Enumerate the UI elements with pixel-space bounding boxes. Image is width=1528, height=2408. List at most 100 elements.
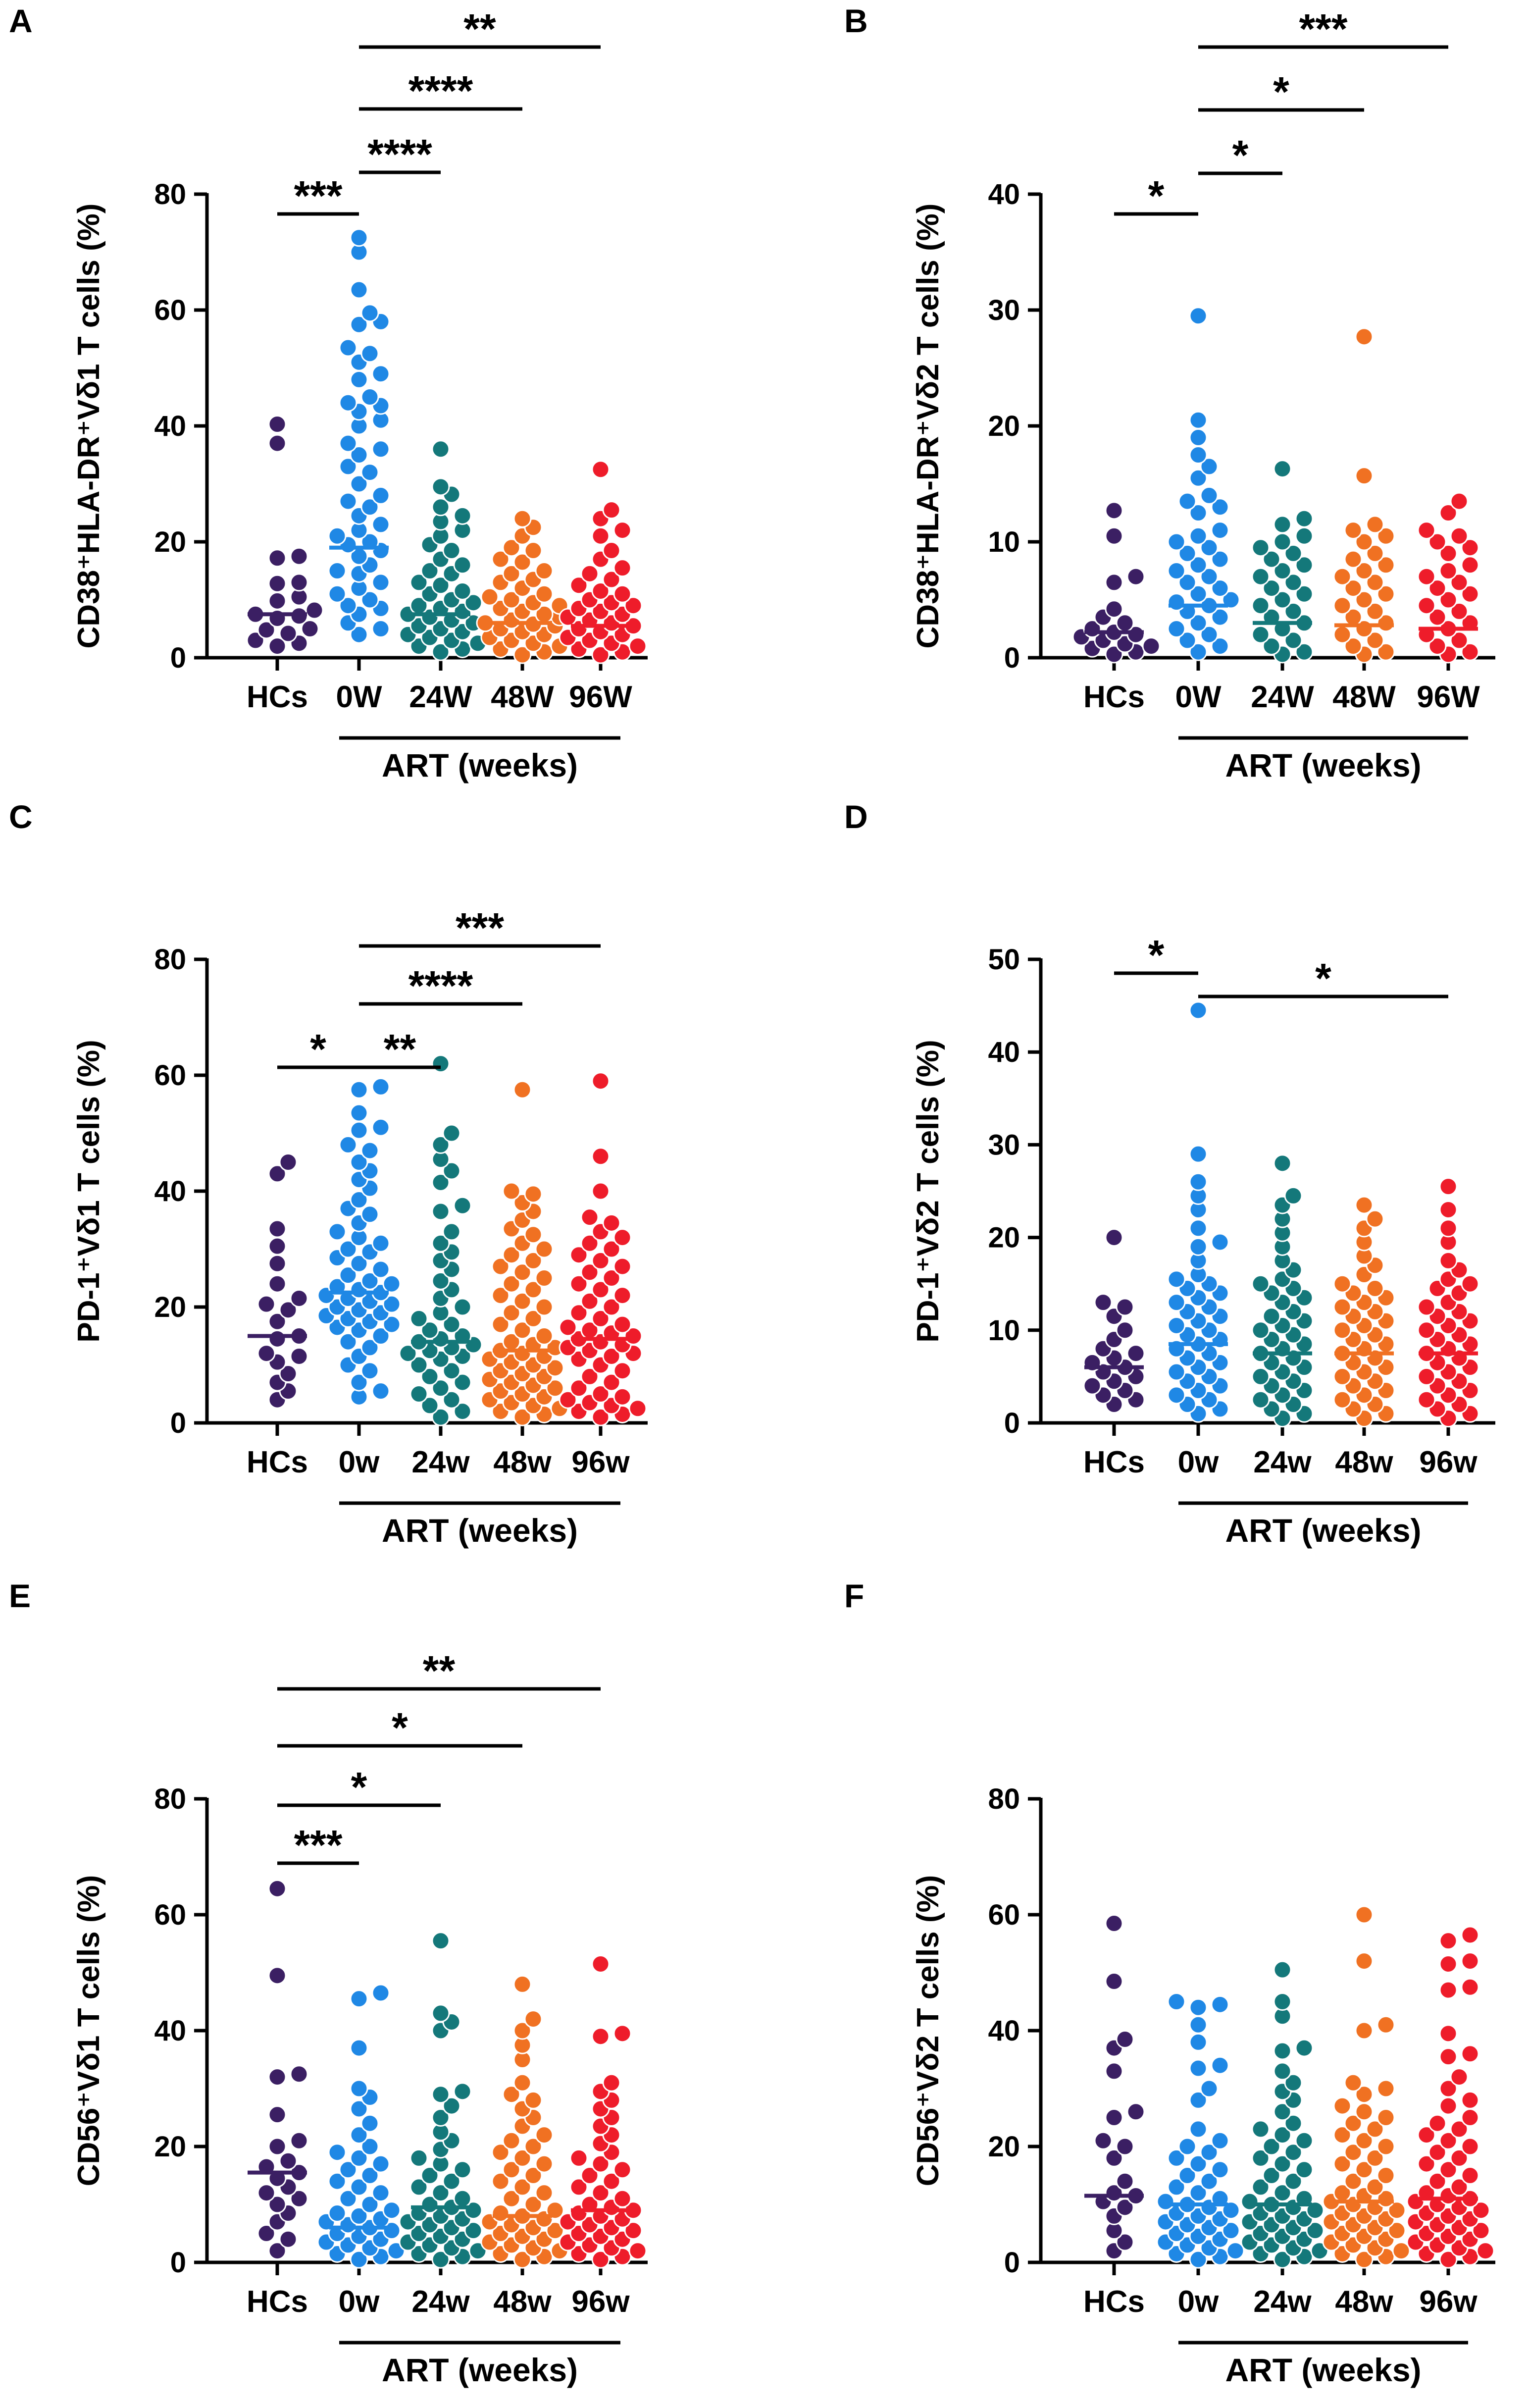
x-tick-label: 24w (1253, 1445, 1312, 1479)
data-point (431, 2250, 450, 2269)
data-point (1376, 2015, 1395, 2034)
data-point (502, 2085, 521, 2104)
data-point (1284, 573, 1303, 592)
data-point (602, 2172, 621, 2191)
data-point (371, 365, 390, 383)
data-point (1306, 2221, 1324, 2240)
data-point (580, 1292, 599, 1310)
data-point (409, 573, 428, 592)
data-point (1344, 2172, 1363, 2191)
data-point (569, 1379, 588, 1398)
data-point (535, 562, 554, 580)
data-point (431, 576, 450, 595)
data-point (602, 541, 621, 560)
data-point (613, 1315, 632, 1334)
data-point (613, 1228, 632, 1247)
y-tick-label: 40 (154, 410, 186, 442)
data-point (1189, 1219, 1208, 1238)
data-point (442, 1315, 461, 1334)
data-point (491, 2204, 510, 2223)
data-point (1251, 1367, 1270, 1386)
data-point (1189, 556, 1208, 575)
data-point (491, 1257, 510, 1276)
data-point (268, 1312, 287, 1331)
data-point (513, 2178, 532, 2197)
data-point (1344, 2073, 1363, 2092)
data-point (268, 2195, 287, 2214)
data-point (535, 584, 554, 603)
data-point (613, 1286, 632, 1305)
data-point (268, 1164, 287, 1183)
data-point (360, 2166, 379, 2185)
data-point (1167, 620, 1186, 638)
data-point (1461, 1952, 1479, 1971)
data-point (624, 596, 643, 615)
data-point (524, 1185, 543, 1204)
data-point (1417, 521, 1436, 540)
x-tick-label: 96w (1419, 1445, 1477, 1479)
data-point (491, 2172, 510, 2191)
data-point (1178, 2137, 1197, 2156)
data-point (350, 315, 368, 334)
data-point (613, 1387, 632, 1406)
data-point (502, 1246, 521, 1264)
data-point (1167, 532, 1186, 551)
data-point (1450, 2120, 1469, 2139)
data-point (1366, 573, 1384, 592)
data-point (591, 581, 610, 600)
data-point (1178, 631, 1197, 650)
data-point (580, 1208, 599, 1227)
data-point (1355, 1952, 1374, 1971)
data-point (1428, 637, 1447, 656)
data-point (1126, 567, 1145, 586)
data-point (1273, 562, 1292, 580)
data-point (524, 2166, 543, 2185)
data-point (559, 1318, 577, 1337)
data-point (1428, 608, 1447, 627)
data-point (524, 1280, 543, 1299)
y-tick-label: 30 (988, 1129, 1020, 1161)
data-point (1450, 573, 1469, 592)
data-point (613, 2160, 632, 2179)
data-point (328, 562, 347, 580)
significance-stars: ** (384, 1026, 416, 1072)
data-point (279, 2230, 298, 2249)
data-point (442, 2096, 461, 2115)
data-point (1200, 567, 1219, 586)
y-axis-label: CD56⁺Vδ1 T cells (%) (72, 1875, 106, 2187)
x-tick-label: 48w (493, 1445, 552, 1479)
data-point (1366, 1279, 1384, 1298)
data-point (1439, 2160, 1458, 2179)
significance-stars: *** (294, 1822, 342, 1868)
data-point (279, 1153, 298, 1171)
data-point (1167, 2178, 1186, 2197)
data-point (360, 463, 379, 482)
x-tick-label: 96w (571, 2285, 630, 2319)
data-point (350, 2099, 368, 2118)
data-point (513, 1080, 532, 1099)
data-point (409, 2178, 428, 2197)
data-point (1273, 2042, 1292, 2060)
data-point (569, 1304, 588, 1322)
data-point (1105, 2108, 1123, 2127)
data-point (1167, 1386, 1186, 1405)
data-point (1251, 567, 1270, 586)
x-tick-label: HCs (247, 680, 308, 714)
data-point (290, 2065, 308, 2084)
x-tick-label: 0W (336, 680, 382, 714)
x-tick-label: 0W (1175, 680, 1222, 714)
data-point (268, 415, 287, 433)
data-point (1333, 1390, 1352, 1409)
data-point (613, 559, 632, 577)
x-tick-label: 24W (409, 680, 472, 714)
data-point (613, 1361, 632, 1380)
y-tick-label: 20 (154, 1291, 186, 1323)
data-point (1439, 2250, 1458, 2269)
data-point (360, 498, 379, 517)
data-point (1450, 492, 1469, 511)
data-point (257, 621, 276, 639)
data-point (339, 2189, 357, 2208)
data-point (1344, 550, 1363, 569)
data-point (1273, 590, 1292, 609)
x-axis-label: ART (weeks) (382, 747, 578, 784)
